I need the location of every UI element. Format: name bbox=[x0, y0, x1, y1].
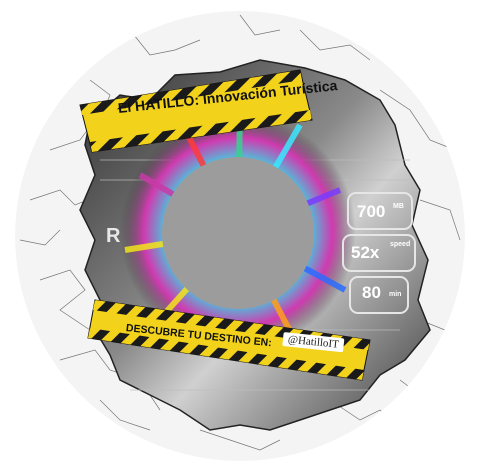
caution-tape-top bbox=[79, 69, 313, 153]
spec-capacity-value: 700 bbox=[357, 202, 386, 221]
spec-duration-unit: min bbox=[389, 291, 402, 298]
spec-capacity-unit: MB bbox=[393, 203, 404, 210]
spec-speed-value: 52x bbox=[351, 243, 380, 262]
spec-speed-unit: speed bbox=[390, 241, 411, 248]
left-letter: R bbox=[106, 225, 121, 247]
spec-boxes bbox=[342, 192, 416, 314]
center-hub bbox=[162, 157, 314, 309]
spec-duration-value: 80 bbox=[362, 283, 381, 302]
